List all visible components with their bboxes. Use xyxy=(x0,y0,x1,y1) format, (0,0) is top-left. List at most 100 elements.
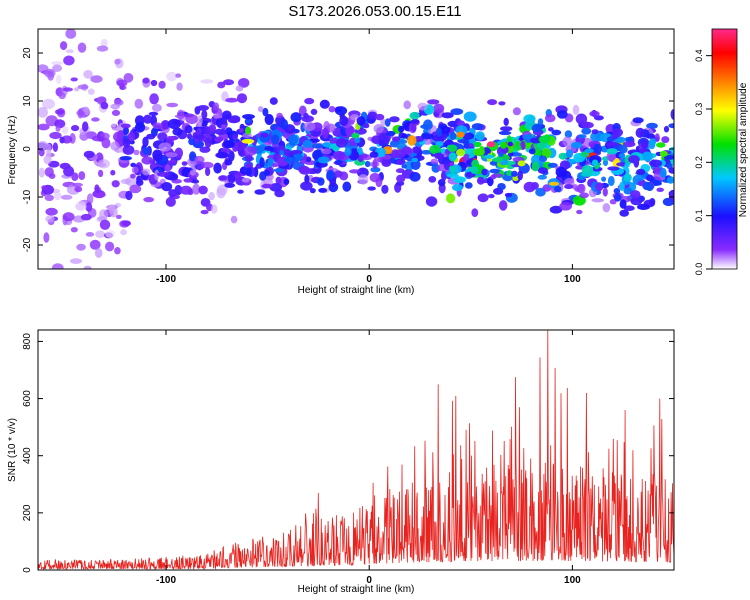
spectral-blob xyxy=(260,132,269,138)
spectral-blob xyxy=(208,192,215,201)
spectral-blob xyxy=(44,194,54,201)
spectral-blob xyxy=(364,160,371,168)
spectral-blob xyxy=(395,159,406,166)
spectral-blob xyxy=(551,129,562,136)
spectral-blob xyxy=(127,132,136,142)
spectral-blob xyxy=(439,125,451,134)
spectral-blob xyxy=(71,172,79,181)
spectral-blob xyxy=(262,107,269,117)
spectral-blob xyxy=(77,42,87,53)
spectral-blob xyxy=(433,103,445,114)
spectral-blob xyxy=(369,151,379,158)
spectral-blob xyxy=(558,152,568,160)
spectral-blob xyxy=(175,73,182,78)
spectral-blob xyxy=(245,126,251,135)
spectral-blob xyxy=(618,145,628,154)
spectral-blob xyxy=(120,229,127,236)
spectral-blob xyxy=(96,45,109,52)
spectral-blob xyxy=(602,203,611,213)
spectral-blob xyxy=(464,182,473,189)
spectral-blob xyxy=(58,92,66,100)
spectral-blob xyxy=(225,97,239,103)
spectral-blob xyxy=(622,141,636,148)
spectral-blob xyxy=(83,69,93,79)
spectral-blob xyxy=(189,151,197,162)
spectral-blob xyxy=(160,120,170,130)
spectral-blob xyxy=(198,185,208,195)
spectral-blob xyxy=(111,180,120,188)
spectral-blob xyxy=(121,220,131,227)
spectral-blob xyxy=(349,169,361,174)
spectral-blob xyxy=(83,265,92,269)
spectral-blob xyxy=(584,148,594,153)
spectral-blob xyxy=(64,280,75,287)
spectral-blob xyxy=(116,79,128,87)
spectral-blob xyxy=(491,157,504,163)
spectral-blob xyxy=(656,142,666,148)
spectral-blob xyxy=(105,229,116,238)
spectral-blob xyxy=(110,169,116,176)
spectral-blob xyxy=(158,80,166,89)
spectral-blob xyxy=(523,114,536,124)
spectral-blob xyxy=(334,170,343,178)
spectral-blob xyxy=(241,138,255,144)
spectral-blob xyxy=(423,119,433,130)
spectral-blob xyxy=(245,119,252,124)
spectral-blob xyxy=(38,106,48,118)
spectral-blob xyxy=(334,106,348,116)
spectral-blob xyxy=(135,122,146,133)
spectral-blob xyxy=(632,117,644,124)
spectral-blob xyxy=(646,122,658,129)
spectral-blob xyxy=(70,258,82,264)
spectral-blob xyxy=(183,178,193,183)
spectral-blob xyxy=(452,184,463,192)
spectral-blob xyxy=(470,166,479,174)
spectral-blob xyxy=(288,134,299,145)
spectral-blob xyxy=(100,101,109,110)
spectral-blob xyxy=(264,169,270,176)
spectral-blob xyxy=(381,184,389,194)
spectral-blob xyxy=(570,141,583,149)
spectral-blob xyxy=(151,103,162,112)
spectral-blob xyxy=(489,168,501,174)
spectral-blob xyxy=(91,117,100,122)
spectral-blob xyxy=(425,196,438,207)
spectral-blob xyxy=(87,88,95,95)
spectral-blob xyxy=(326,123,336,133)
spectral-blob xyxy=(581,172,593,177)
colorbar-label: Normalized spectral amplitude xyxy=(738,82,749,217)
spectral-blob xyxy=(427,99,440,105)
colorbar-tick-label: 0.3 xyxy=(694,103,704,116)
spectral-blob xyxy=(238,78,250,88)
spectral-blob xyxy=(449,131,457,141)
spectrogram-ylabel: Frequency (Hz) xyxy=(7,116,18,185)
spectral-peak xyxy=(517,160,526,167)
spectral-blob xyxy=(94,248,103,258)
spectrogram-heatmap xyxy=(38,29,674,287)
spectral-blob xyxy=(299,167,312,175)
spectral-blob xyxy=(670,109,674,120)
spectral-blob xyxy=(45,215,55,223)
spectral-blob xyxy=(441,112,454,119)
spectral-blob xyxy=(269,183,283,192)
spectral-blob xyxy=(214,128,228,135)
spectral-blob xyxy=(609,199,617,205)
spectral-blob xyxy=(447,144,458,152)
snr-frame xyxy=(37,329,675,571)
spectral-blob xyxy=(345,125,355,135)
y-tick-label: 600 xyxy=(22,390,33,407)
spectral-blob xyxy=(142,147,150,155)
spectral-blob xyxy=(125,190,133,201)
spectral-blob xyxy=(581,121,594,129)
spectral-blob xyxy=(158,142,172,152)
spectral-blob xyxy=(342,181,352,192)
spectral-blob xyxy=(334,159,343,165)
spectral-blob xyxy=(152,149,163,161)
spectral-blob xyxy=(635,127,645,138)
spectral-blob xyxy=(238,127,244,133)
spectral-blob xyxy=(504,192,513,198)
spectral-blob xyxy=(217,81,226,89)
spectral-blob xyxy=(410,159,421,170)
spectral-blob xyxy=(196,163,202,171)
spectral-blob xyxy=(506,170,513,177)
